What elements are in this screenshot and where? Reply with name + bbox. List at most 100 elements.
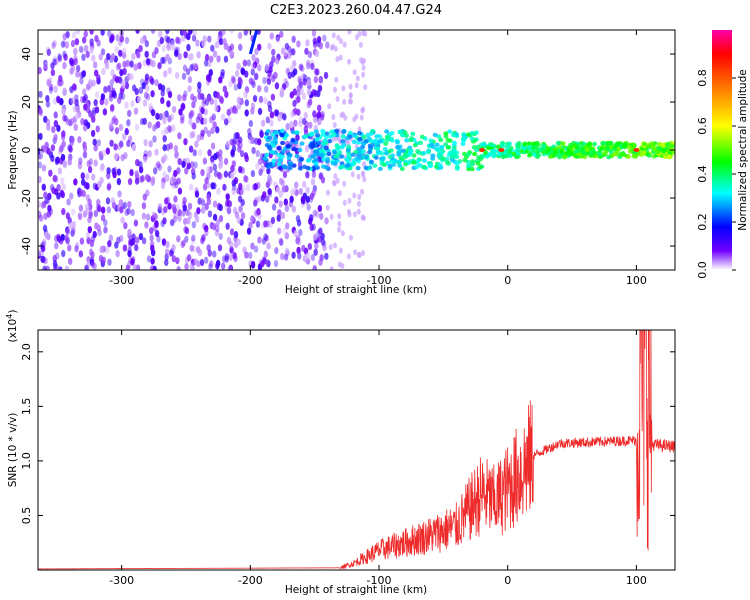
spectrogram-cell xyxy=(325,204,330,211)
spectrogram-cell xyxy=(353,249,358,256)
spectrogram-cell xyxy=(264,152,270,158)
spectrogram-cell xyxy=(60,153,66,162)
spectrogram-cell xyxy=(53,85,58,93)
spectrogram-cell xyxy=(204,224,209,233)
spectrogram-cell xyxy=(280,252,285,261)
spectrogram-cell xyxy=(195,39,200,47)
spectrogram-cell xyxy=(279,128,285,134)
spectrogram-x-ticks: -300 -200 -100 0 100 xyxy=(109,30,647,287)
spectrogram-cell xyxy=(191,172,196,180)
spectrogram-cell xyxy=(454,154,460,159)
spectrogram-cell xyxy=(107,182,112,190)
spectrogram-cell xyxy=(231,187,236,196)
spectrogram-cell xyxy=(75,70,80,78)
spectrogram-cell xyxy=(296,84,302,92)
spectrogram-cell xyxy=(298,78,303,86)
spectrogram-cell xyxy=(58,74,63,83)
spectrogram-cell xyxy=(273,71,278,80)
spectrogram-cell xyxy=(193,258,198,266)
spectrogram-cell xyxy=(507,149,513,154)
spectrogram-peak xyxy=(633,148,640,152)
snr-panel: -300 -200 -100 0 100 0.5 1.0 1.5 2.0 Height of … xyxy=(5,310,676,596)
spectrogram-cell xyxy=(87,165,93,174)
spectrogram-cell xyxy=(173,212,178,220)
spectrogram-cell xyxy=(151,211,157,219)
spectrogram-cell xyxy=(248,77,254,85)
spectrogram-cell xyxy=(71,227,76,235)
spectrogram-cell xyxy=(331,132,337,138)
spectrogram-cell xyxy=(78,45,84,53)
spectrogram-cell xyxy=(189,64,194,72)
spectrogram-cell xyxy=(38,214,44,222)
spectrogram-cell xyxy=(305,171,310,179)
spectrogram-cell xyxy=(363,155,369,160)
spectrogram-cell xyxy=(334,76,339,83)
spectrogram-cell xyxy=(257,236,262,244)
spectrogram-cell xyxy=(318,172,323,180)
spectrogram-cell xyxy=(87,226,93,234)
spectrogram-cell xyxy=(191,221,197,229)
spectrogram-cell xyxy=(203,59,209,67)
spectrogram-cell xyxy=(201,233,206,242)
spectrogram-cell xyxy=(410,131,416,137)
spectrogram-cell xyxy=(70,97,75,105)
spectrogram-cell xyxy=(250,169,256,178)
spectrogram-cell xyxy=(361,64,366,71)
spectrogram-cell xyxy=(65,227,70,235)
spectrogram-cell xyxy=(288,161,294,167)
spectrogram-cell xyxy=(150,176,156,184)
spectrogram-cell xyxy=(62,161,68,169)
spectrogram-cell xyxy=(175,257,180,265)
spectrogram-cell xyxy=(530,148,536,153)
spectrogram-cell xyxy=(110,69,115,77)
spectrogram-cell xyxy=(158,113,163,121)
spectrogram-cell xyxy=(307,51,313,59)
spectrogram-cell xyxy=(184,167,189,175)
spectrogram-cell xyxy=(412,142,418,148)
spectrogram-cell xyxy=(312,116,318,124)
spectrogram-cell xyxy=(187,76,193,84)
spectrogram-cell xyxy=(332,242,337,249)
spectrogram-cell xyxy=(142,117,147,125)
spectrogram-cell xyxy=(41,240,46,248)
spectrogram-cell xyxy=(591,150,597,155)
spectrogram-cell xyxy=(154,79,159,87)
spectrogram-cell xyxy=(105,197,111,205)
spectrogram-cell xyxy=(265,129,271,134)
spectrogram-cell xyxy=(191,130,196,139)
spectrogram-cell xyxy=(50,144,56,152)
spectrogram-cell xyxy=(217,244,223,252)
spectrogram-cell xyxy=(96,198,101,207)
spectrogram-cell xyxy=(144,50,149,58)
spectrogram-cell xyxy=(212,121,217,129)
spectrogram-cell xyxy=(351,139,357,145)
spectrogram-cell xyxy=(215,259,221,267)
spectrogram-cell xyxy=(350,161,356,167)
spectrogram-cell xyxy=(156,235,161,243)
spectrogram-cell xyxy=(355,165,361,171)
spectrogram-cell xyxy=(56,124,61,132)
spectrogram-cell xyxy=(250,136,255,145)
spectrogram-cell xyxy=(188,118,193,126)
spectrogram-cell xyxy=(470,162,476,167)
spectrogram-cell xyxy=(438,137,444,143)
spectrogram-cell xyxy=(331,32,336,39)
spectrogram-cell xyxy=(283,198,289,206)
spectrogram-cell xyxy=(152,135,157,143)
spectrogram-cell xyxy=(363,139,369,144)
spectrogram-cell xyxy=(95,125,100,133)
spectrogram-cell xyxy=(260,260,265,268)
spectrogram-cell xyxy=(347,211,352,218)
spectrogram-cell xyxy=(84,264,89,270)
spectrogram-cell xyxy=(89,46,94,54)
spectrogram-cell xyxy=(233,83,239,91)
spectrogram-cell xyxy=(183,138,188,146)
spectrogram-cell xyxy=(256,195,262,203)
spectrogram-cell xyxy=(53,133,58,141)
spectrogram-cell xyxy=(90,235,96,243)
spectrogram-cell xyxy=(52,259,58,267)
spectrogram-cell xyxy=(74,38,80,46)
spectrogram-cell xyxy=(38,152,44,160)
spectrogram-cell xyxy=(363,84,368,91)
x-tick-label: 0 xyxy=(504,274,511,287)
